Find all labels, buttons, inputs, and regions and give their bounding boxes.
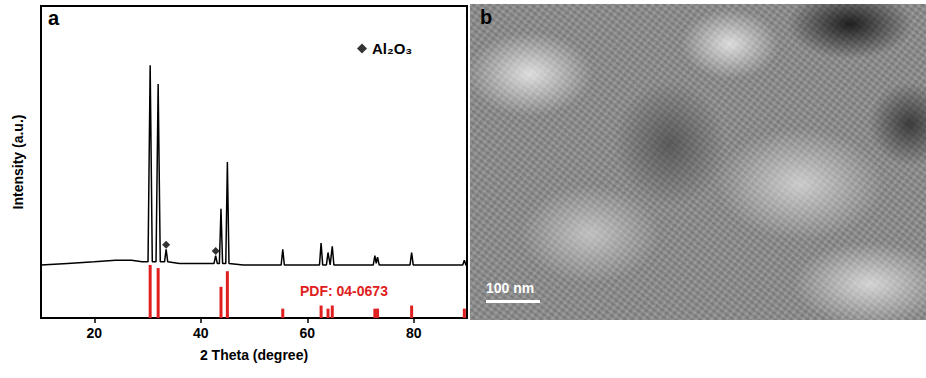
svg-text:2 Theta (degree): 2 Theta (degree)	[200, 347, 308, 363]
svg-text:Intensity (a.u.): Intensity (a.u.)	[10, 115, 26, 210]
svg-text:PDF: 04-0673: PDF: 04-0673	[300, 283, 388, 299]
svg-text:80: 80	[406, 325, 422, 341]
html-text:100 nm: 100 nm	[486, 280, 535, 296]
html-text:b: b	[480, 6, 493, 28]
svg-text:40: 40	[193, 325, 209, 341]
svg-text:20: 20	[86, 325, 102, 341]
svg-text:a: a	[48, 7, 60, 29]
svg-text:Al₂O₃: Al₂O₃	[372, 40, 412, 57]
svg-text:60: 60	[299, 325, 315, 341]
